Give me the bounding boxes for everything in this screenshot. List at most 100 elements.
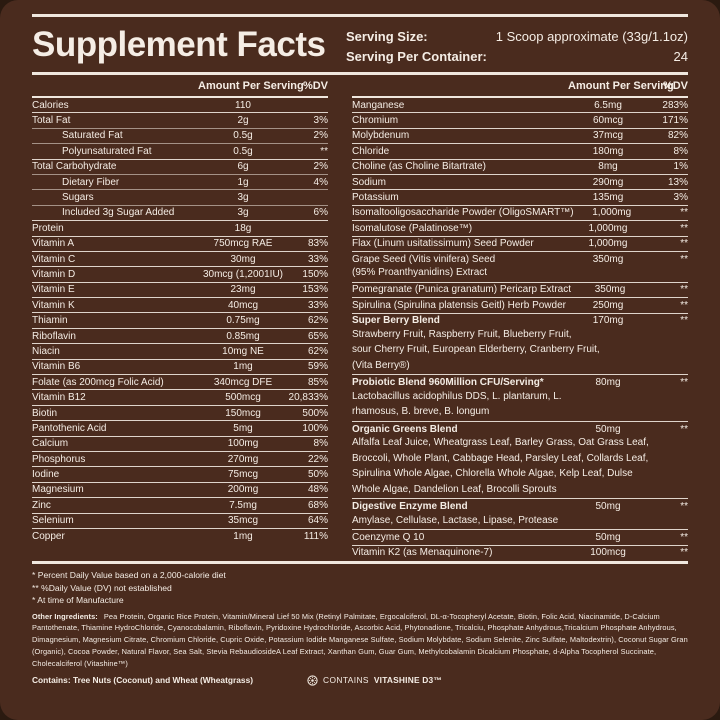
nutrient-amount: 10mg NE (222, 345, 264, 357)
nutrient-amount: 75mcg (227, 469, 258, 481)
nutrient-amount: 6.5mg (594, 99, 622, 111)
nutrition-columns: Calories 110 Total Fat 2g 3% Saturated F… (32, 96, 688, 560)
nutrient-amount: 50mg (595, 423, 621, 435)
nutrient-row: Spirulina (Spirulina platensis Geitl) He… (352, 297, 688, 312)
nutrient-row: Isomalutose (Palatinose™) 1,000mg ** (352, 220, 688, 235)
nutrient-row-main: Isomalutose (Palatinose™) 1,000mg ** (352, 221, 688, 235)
dv-header: %DV (302, 80, 328, 92)
nutrient-dv: ** (680, 238, 688, 250)
nutrient-dv: 85% (307, 376, 328, 388)
nutrient-row-main: Isomaltooligosaccharide Powder (OligoSMA… (352, 206, 688, 220)
footer-rule (32, 560, 688, 565)
serving-size-label: Serving Size: (346, 28, 428, 44)
nutrient-row: Organic Greens Blend 50mg ** Alfalfa Lea… (352, 420, 688, 498)
nutrient-dv: 22% (307, 453, 328, 465)
nutrient-row: Iodine 75mcg 50% (32, 466, 328, 481)
serving-container-row: Serving Per Container: 24 (346, 47, 688, 67)
nutrient-name: Super Berry Blend (352, 315, 440, 327)
nutrient-amount: 0.75mg (226, 315, 260, 327)
nutrient-row: Molybdenum 37mcg 82% (352, 127, 688, 143)
nutrient-amount: 40mcg (227, 299, 258, 311)
nutrient-row: Copper 1mg 111% (32, 527, 328, 543)
nutrient-row: Chromium 60mcg 171% (352, 112, 688, 127)
nutrient-row: Isomaltooligosaccharide Powder (OligoSMA… (352, 204, 688, 220)
nutrient-name: Total Carbohydrate (32, 161, 117, 173)
nutrient-name: Zinc (32, 499, 51, 511)
nutrient-dv: 13% (667, 176, 688, 188)
nutrient-name: Choline (as Choline Bitartrate) (352, 161, 486, 173)
nutrient-name: Manganese (352, 99, 405, 111)
nutrient-name: Chloride (352, 145, 390, 157)
footnotes: * Percent Daily Value based on a 2,000-c… (32, 569, 688, 606)
serving-container-value: 24 (673, 48, 688, 64)
nutrient-dv: 64% (307, 515, 328, 527)
right-column-header: Amount Per Serving %DV (352, 80, 688, 92)
nutrient-name: Grape Seed (Vitis vinifera) Seed (352, 253, 496, 265)
nutrient-amount: 30mcg (1,2001IU) (202, 268, 284, 280)
nutrient-row-main: Probiotic Blend 960Million CFU/Serving* … (352, 375, 688, 389)
nutrient-name: Sodium (352, 176, 386, 188)
nutrient-dv: 6% (313, 207, 328, 219)
nutrient-amount: 350mg (594, 284, 626, 296)
nutrient-sub-ingredients: Strawberry Fruit, Raspberry Fruit, Blueb… (352, 328, 572, 340)
nutrient-row-main: Super Berry Blend 170mg ** (352, 314, 688, 328)
nutrient-row-main: Pomegranate (Punica granatum) Pericarp E… (352, 283, 688, 297)
nutrient-dv: 33% (307, 299, 328, 311)
nutrient-row: Grape Seed (Vitis vinifera) Seed 350mg *… (352, 250, 688, 282)
serving-size-value: 1 Scoop approximate (33g/1.1oz) (495, 28, 688, 44)
nutrient-name: Calcium (32, 438, 69, 450)
nutrient-sub-ingredients: Broccoli, Whole Plant, Cabbage Head, Par… (352, 452, 649, 464)
nutrient-name: Vitamin A (32, 238, 75, 250)
nutrient-row-main: Manganese 6.5mg 283% (352, 98, 688, 112)
nutrient-row: Manganese 6.5mg 283% (352, 98, 688, 112)
nutrient-amount: 150mcg (225, 407, 261, 419)
nutrient-row: Vitamin D 30mcg (1,2001IU) 150% (32, 266, 328, 281)
nutrient-name: Vitamin K2 (as Menaquinone-7) (352, 547, 493, 559)
nutrient-name: Riboflavin (32, 330, 76, 342)
nutrient-sub-ingredients: sour Cherry Fruit, European Elderberry, … (352, 344, 600, 356)
serving-info: Serving Size: 1 Scoop approximate (33g/1… (346, 27, 688, 67)
nutrient-name: Iodine (32, 469, 60, 481)
nutrient-amount: 1g (237, 176, 249, 188)
allergen-row: Contains: Tree Nuts (Coconut) and Wheat … (32, 674, 688, 686)
nutrient-row: Vitamin A 750mcg RAE 83% (32, 235, 328, 251)
nutrient-amount: 30mg (230, 253, 256, 265)
nutrient-amount: 750mcg RAE (213, 238, 273, 250)
nutrient-amount: 37mcg (592, 130, 623, 142)
nutrient-row: Included 3g Sugar Added 3g 6% (32, 204, 328, 220)
nutrient-amount: 500mcg (225, 392, 261, 404)
nutrient-row-main: Digestive Enzyme Blend 50mg ** (352, 499, 688, 513)
vitashine-prefix: CONTAINS (323, 675, 369, 686)
nutrient-dv: ** (680, 377, 688, 389)
nutrient-amount: 135mg (592, 192, 624, 204)
amount-per-serving-header: Amount Per Serving (198, 80, 304, 92)
nutrient-dv: ** (680, 547, 688, 559)
nutrient-row: Dietary Fiber 1g 4% (32, 173, 328, 189)
nutrient-dv: 83% (307, 238, 328, 250)
left-nutrient-column: Calories 110 Total Fat 2g 3% Saturated F… (32, 96, 328, 560)
nutrient-row: Pomegranate (Punica granatum) Pericarp E… (352, 281, 688, 297)
nutrient-dv: 33% (307, 253, 328, 265)
nutrient-dv: ** (680, 315, 688, 327)
nutrient-row: Total Carbohydrate 6g 2% (32, 158, 328, 174)
nutrient-name: Polyunsaturated Fat (62, 145, 152, 157)
nutrient-name: Calories (32, 99, 69, 111)
nutrient-amount: 3g (237, 207, 249, 219)
nutrient-name: Magnesium (32, 484, 84, 496)
nutrient-sub-ingredients: rhamosus, B. breve, B. longum (352, 406, 490, 418)
nutrient-amount: 1mg (233, 361, 253, 373)
nutrient-amount: 60mcg (592, 115, 623, 127)
nutrient-name: Flax (Linum usitatissimum) Seed Powder (352, 238, 534, 250)
nutrient-dv: 171% (662, 115, 688, 127)
nutrient-amount: 35mcg (227, 515, 258, 527)
nutrient-amount: 2g (237, 115, 249, 127)
nutrient-name: Folate (as 200mcg Folic Acid) (32, 376, 164, 388)
nutrient-row: Choline (as Choline Bitartrate) 8mg 1% (352, 158, 688, 174)
nutrient-sub-ingredients: (95% Proanthyanidins) Extract (352, 267, 488, 279)
nutrient-dv: 65% (307, 330, 328, 342)
nutrient-row: Vitamin B12 500mcg 20,833% (32, 389, 328, 404)
nutrient-name: Niacin (32, 345, 60, 357)
footnote: ** %Daily Value (DV) not established (32, 582, 172, 593)
nutrient-dv: ** (680, 222, 688, 234)
